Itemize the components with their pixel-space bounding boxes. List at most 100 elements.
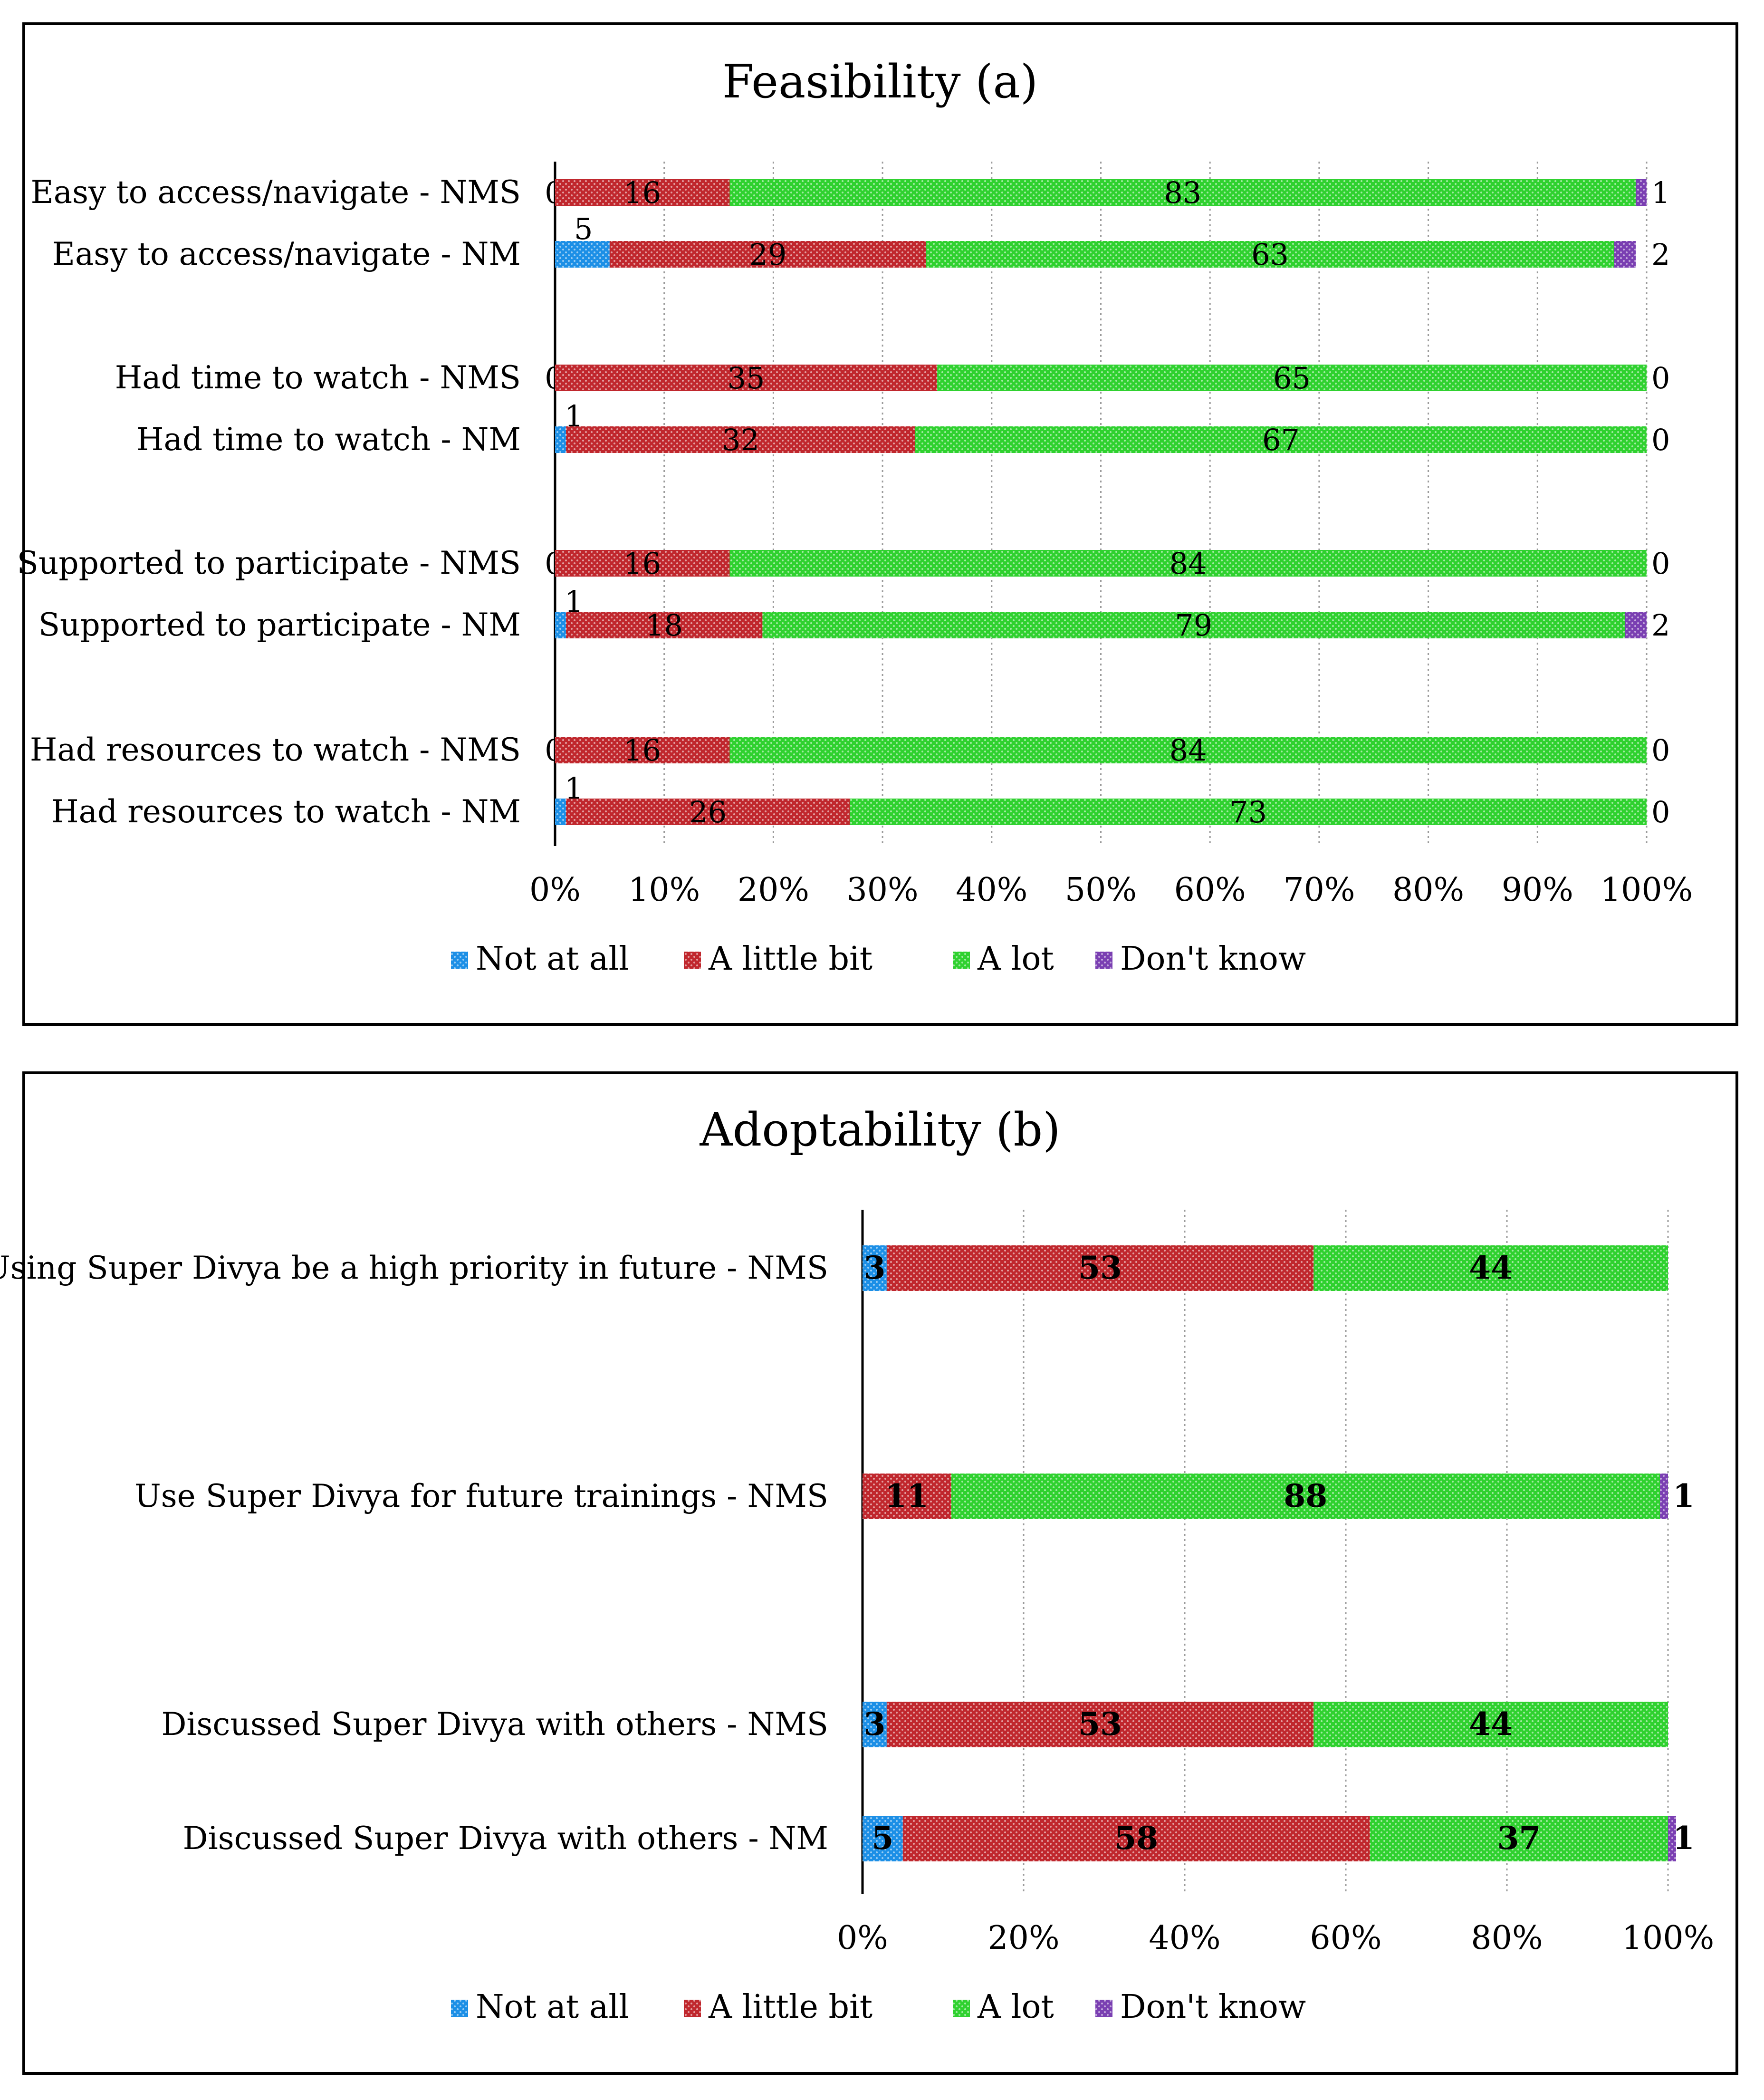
- data-label: 84: [1170, 733, 1207, 768]
- legend-swatch-pattern: [1095, 2000, 1112, 2017]
- x-tick-label: 40%: [1149, 1919, 1220, 1957]
- category-label: Easy to access/navigate - NM: [52, 236, 521, 272]
- bar-pattern: [555, 550, 730, 577]
- bar-pattern: [729, 179, 1636, 206]
- x-tick-label: 80%: [1471, 1919, 1543, 1957]
- data-label: 16: [623, 733, 661, 768]
- category-label: Had time to watch - NMS: [115, 359, 521, 396]
- legend-label: A little bit: [708, 940, 872, 978]
- data-label: 67: [1262, 423, 1300, 457]
- bar-pattern: [566, 612, 763, 638]
- data-label: 1: [1651, 175, 1670, 210]
- legend-swatch-pattern: [451, 952, 468, 969]
- bar-pattern: [850, 799, 1647, 825]
- data-label: 53: [1078, 1249, 1122, 1286]
- bar-pattern: [555, 179, 730, 206]
- bar-pattern: [937, 365, 1647, 391]
- legend-swatch-pattern: [684, 952, 701, 969]
- bar-pattern: [863, 1816, 903, 1861]
- x-tick-label: 20%: [738, 871, 809, 909]
- data-label: 1: [1673, 1477, 1695, 1514]
- data-label: 16: [623, 546, 661, 581]
- data-label: 3: [863, 1249, 885, 1286]
- data-label: 73: [1229, 795, 1267, 829]
- data-label: 0: [1651, 546, 1670, 581]
- data-label: 5: [574, 212, 593, 246]
- category-label: Had time to watch - NM: [136, 421, 521, 458]
- data-label: 29: [749, 237, 786, 272]
- bar-pattern: [886, 1702, 1314, 1747]
- panel-b-plot: 0% 20% 40% 60% 80% 100% Using Super Divya be a…: [0, 1210, 1714, 2026]
- data-label: 2: [1651, 608, 1670, 643]
- legend-swatch-pattern: [1095, 952, 1112, 969]
- category-label: Discussed Super Divya with others - NMS: [161, 1706, 828, 1743]
- legend-swatch-pattern: [953, 952, 970, 969]
- bar-pattern: [863, 1245, 887, 1291]
- bar-pattern: [555, 426, 566, 453]
- legend-swatch-pattern: [451, 2000, 468, 2017]
- data-label: 58: [1114, 1820, 1158, 1857]
- data-label: 44: [1469, 1705, 1513, 1743]
- legend-label: Not at all: [476, 940, 629, 978]
- bar-pattern: [609, 241, 926, 268]
- bar-pattern: [555, 365, 937, 391]
- bar-pattern: [915, 426, 1647, 453]
- category-label: Using Super Divya be a high priority in …: [0, 1250, 828, 1286]
- bar-pattern: [729, 550, 1647, 577]
- bar-pattern: [566, 426, 916, 453]
- bar-pattern: [951, 1474, 1660, 1519]
- data-label: 26: [689, 795, 727, 829]
- legend-swatch-pattern: [684, 2000, 701, 2017]
- legend-label: A lot: [977, 1988, 1054, 2026]
- category-label: Had resources to watch - NM: [51, 793, 521, 830]
- legend-swatch-pattern: [953, 2000, 970, 2017]
- bar-pattern: [729, 737, 1647, 763]
- data-label: 0: [1651, 795, 1670, 829]
- x-tick-label: 0%: [837, 1919, 888, 1957]
- data-label: 0: [1651, 733, 1670, 768]
- bar-pattern: [555, 737, 730, 763]
- data-label: 35: [728, 361, 765, 395]
- x-tick-label: 30%: [847, 871, 919, 909]
- bar-pattern: [1636, 179, 1647, 206]
- data-label: 3: [863, 1705, 885, 1743]
- bar-pattern: [566, 799, 850, 825]
- data-label: 18: [645, 608, 683, 643]
- legend-label: Don't know: [1120, 940, 1306, 978]
- x-tick-label: 100%: [1622, 1919, 1714, 1957]
- panel-a-plot: 0% 10% 20% 30% 40% 50% 60% 70% 80% 90% 100% Easy to…: [17, 162, 1693, 978]
- category-label: Had resources to watch - NMS: [30, 732, 521, 768]
- category-label: Discussed Super Divya with others - NM: [183, 1820, 828, 1857]
- x-tick-label: 10%: [628, 871, 700, 909]
- category-label: Use Super Divya for future trainings - N…: [134, 1478, 828, 1514]
- data-label: 53: [1078, 1705, 1122, 1743]
- legend-label: Not at all: [476, 1988, 629, 2026]
- bar-pattern: [863, 1474, 951, 1519]
- data-label: 88: [1284, 1477, 1327, 1514]
- x-tick-label: 40%: [956, 871, 1027, 909]
- data-label: 16: [623, 175, 661, 210]
- category-label: Supported to participate - NMS: [17, 545, 521, 581]
- data-label: 32: [722, 423, 759, 457]
- data-label: 63: [1251, 237, 1289, 272]
- data-label: 65: [1273, 361, 1311, 395]
- x-tick-label: 60%: [1310, 1919, 1381, 1957]
- bar-pattern: [762, 612, 1625, 638]
- data-label: 0: [1651, 361, 1670, 395]
- data-label: 83: [1164, 175, 1201, 210]
- x-tick-label: 50%: [1065, 871, 1137, 909]
- data-label: 37: [1497, 1820, 1541, 1857]
- bar-pattern: [1370, 1816, 1668, 1861]
- x-tick-label: 70%: [1283, 871, 1355, 909]
- data-label: 11: [885, 1477, 929, 1514]
- bar-pattern: [863, 1702, 887, 1747]
- x-tick-label: 90%: [1502, 871, 1573, 909]
- x-tick-label: 20%: [987, 1919, 1059, 1957]
- bar-pattern: [1614, 241, 1636, 268]
- x-tick-label: 0%: [529, 871, 581, 909]
- x-tick-label: 60%: [1174, 871, 1246, 909]
- bar-pattern: [1625, 612, 1647, 638]
- bar-pattern: [1668, 1816, 1676, 1861]
- legend-label: A little bit: [708, 1988, 872, 2026]
